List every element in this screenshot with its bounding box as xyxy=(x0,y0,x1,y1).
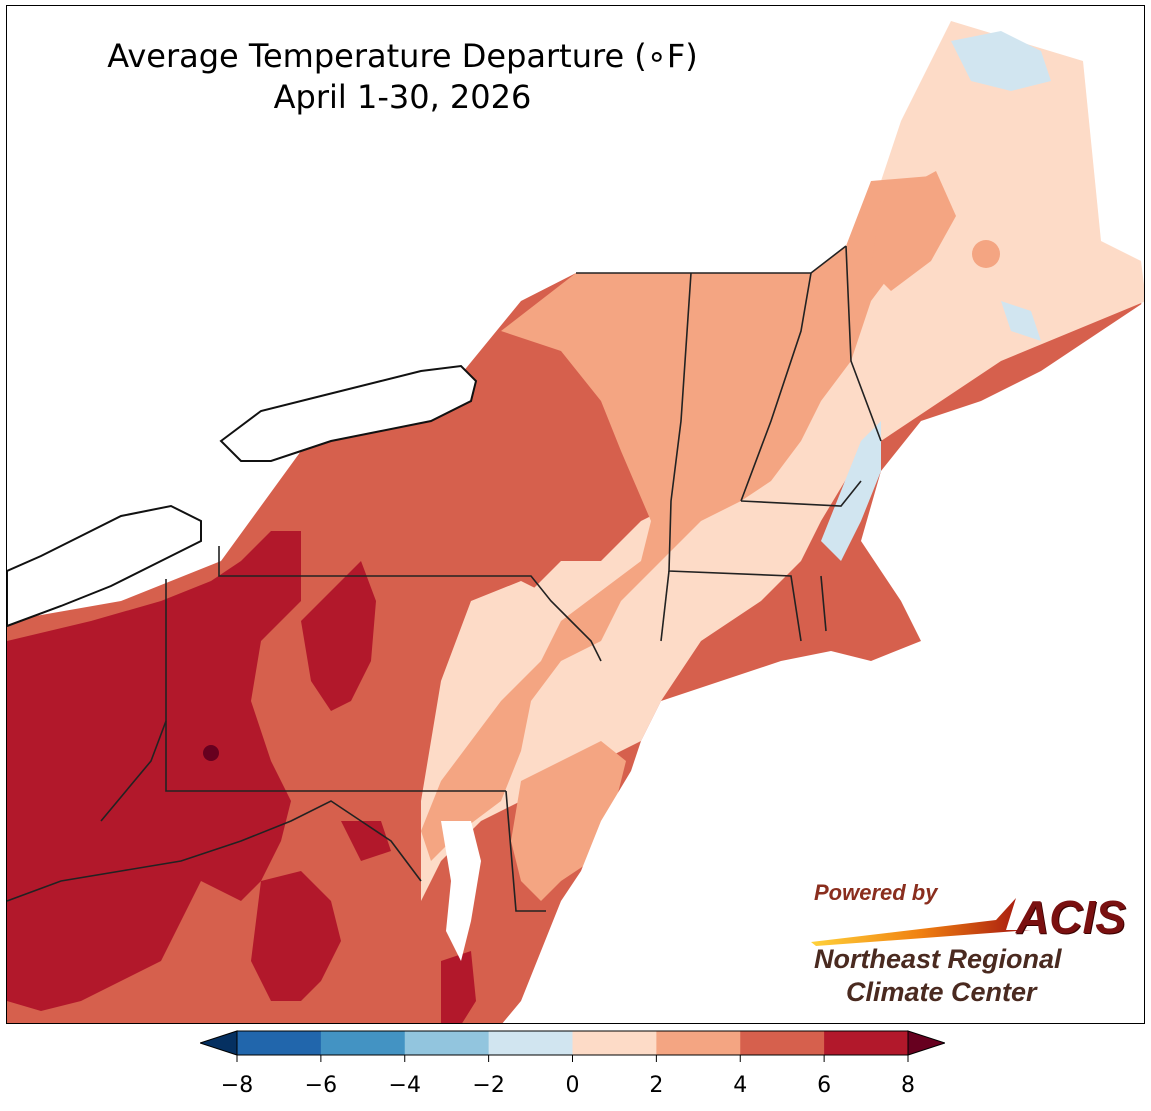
region-pa-6to8 xyxy=(301,561,376,711)
legend-underflow-arrow xyxy=(200,1031,237,1055)
region-2to4-ne xyxy=(421,176,946,861)
legend-bin xyxy=(237,1031,322,1055)
region-maine-2to4-spot xyxy=(972,240,1000,268)
region-sw-6to8 xyxy=(251,871,341,1001)
org-name-line2: Climate Center xyxy=(846,977,1037,1007)
region-maine-0to2 xyxy=(521,21,1144,801)
legend-tick-label: −8 xyxy=(220,1073,254,1098)
region-md-6to8 xyxy=(341,821,391,861)
acis-logo: Powered by ACIS Northeast Regional Clima… xyxy=(806,880,1126,1010)
legend-tick-label: 4 xyxy=(733,1073,748,1098)
legend-bin xyxy=(824,1031,909,1055)
legend-tick-label: 6 xyxy=(817,1073,832,1098)
legend-overflow-arrow xyxy=(908,1031,945,1055)
legend-tick-label: 2 xyxy=(649,1073,664,1098)
lake-ontario xyxy=(219,364,478,462)
legend-ticks xyxy=(236,1055,909,1062)
atlantic-ocean xyxy=(502,302,1144,1023)
legend-tick-label: −2 xyxy=(472,1073,505,1098)
legend-tick-label: −4 xyxy=(388,1073,421,1098)
region-extreme-spot xyxy=(203,745,219,761)
legend-tick-label: −6 xyxy=(304,1073,338,1098)
map-title: Average Temperature Departure (∘F) xyxy=(107,37,698,75)
legend-colorbar xyxy=(200,1030,945,1062)
region-de-6to8 xyxy=(441,951,476,1023)
region-maine-2to4 xyxy=(871,171,956,291)
powered-by-label: Powered by xyxy=(814,880,938,905)
temperature-departure-map xyxy=(7,21,1144,1023)
acis-swoosh-icon xyxy=(811,898,1031,946)
map-frame xyxy=(6,5,1145,1024)
legend-bin xyxy=(740,1031,825,1055)
region-cool-downeast xyxy=(1001,301,1041,341)
legend-tick-label: 0 xyxy=(565,1073,580,1098)
legend-bin xyxy=(656,1031,741,1055)
legend-bin xyxy=(572,1031,657,1055)
state-borders xyxy=(7,245,882,912)
region-west-6to8 xyxy=(7,531,301,1011)
chesapeake-bay xyxy=(441,821,481,961)
lake-erie xyxy=(7,504,202,628)
org-name-line1: Northeast Regional xyxy=(814,944,1062,974)
region-cool-coast xyxy=(821,421,881,561)
legend-bin xyxy=(488,1031,573,1055)
acis-brand-text: ACIS xyxy=(1016,891,1126,943)
legend-bin xyxy=(404,1031,490,1055)
legend-tick-label: 8 xyxy=(901,1073,915,1098)
legend-bin xyxy=(320,1031,406,1055)
region-nj-2to4 xyxy=(511,741,626,901)
map-subtitle-date-range: April 1-30, 2026 xyxy=(273,78,532,116)
region-cool-maine-north xyxy=(951,31,1051,91)
legend-bins xyxy=(237,1031,909,1055)
